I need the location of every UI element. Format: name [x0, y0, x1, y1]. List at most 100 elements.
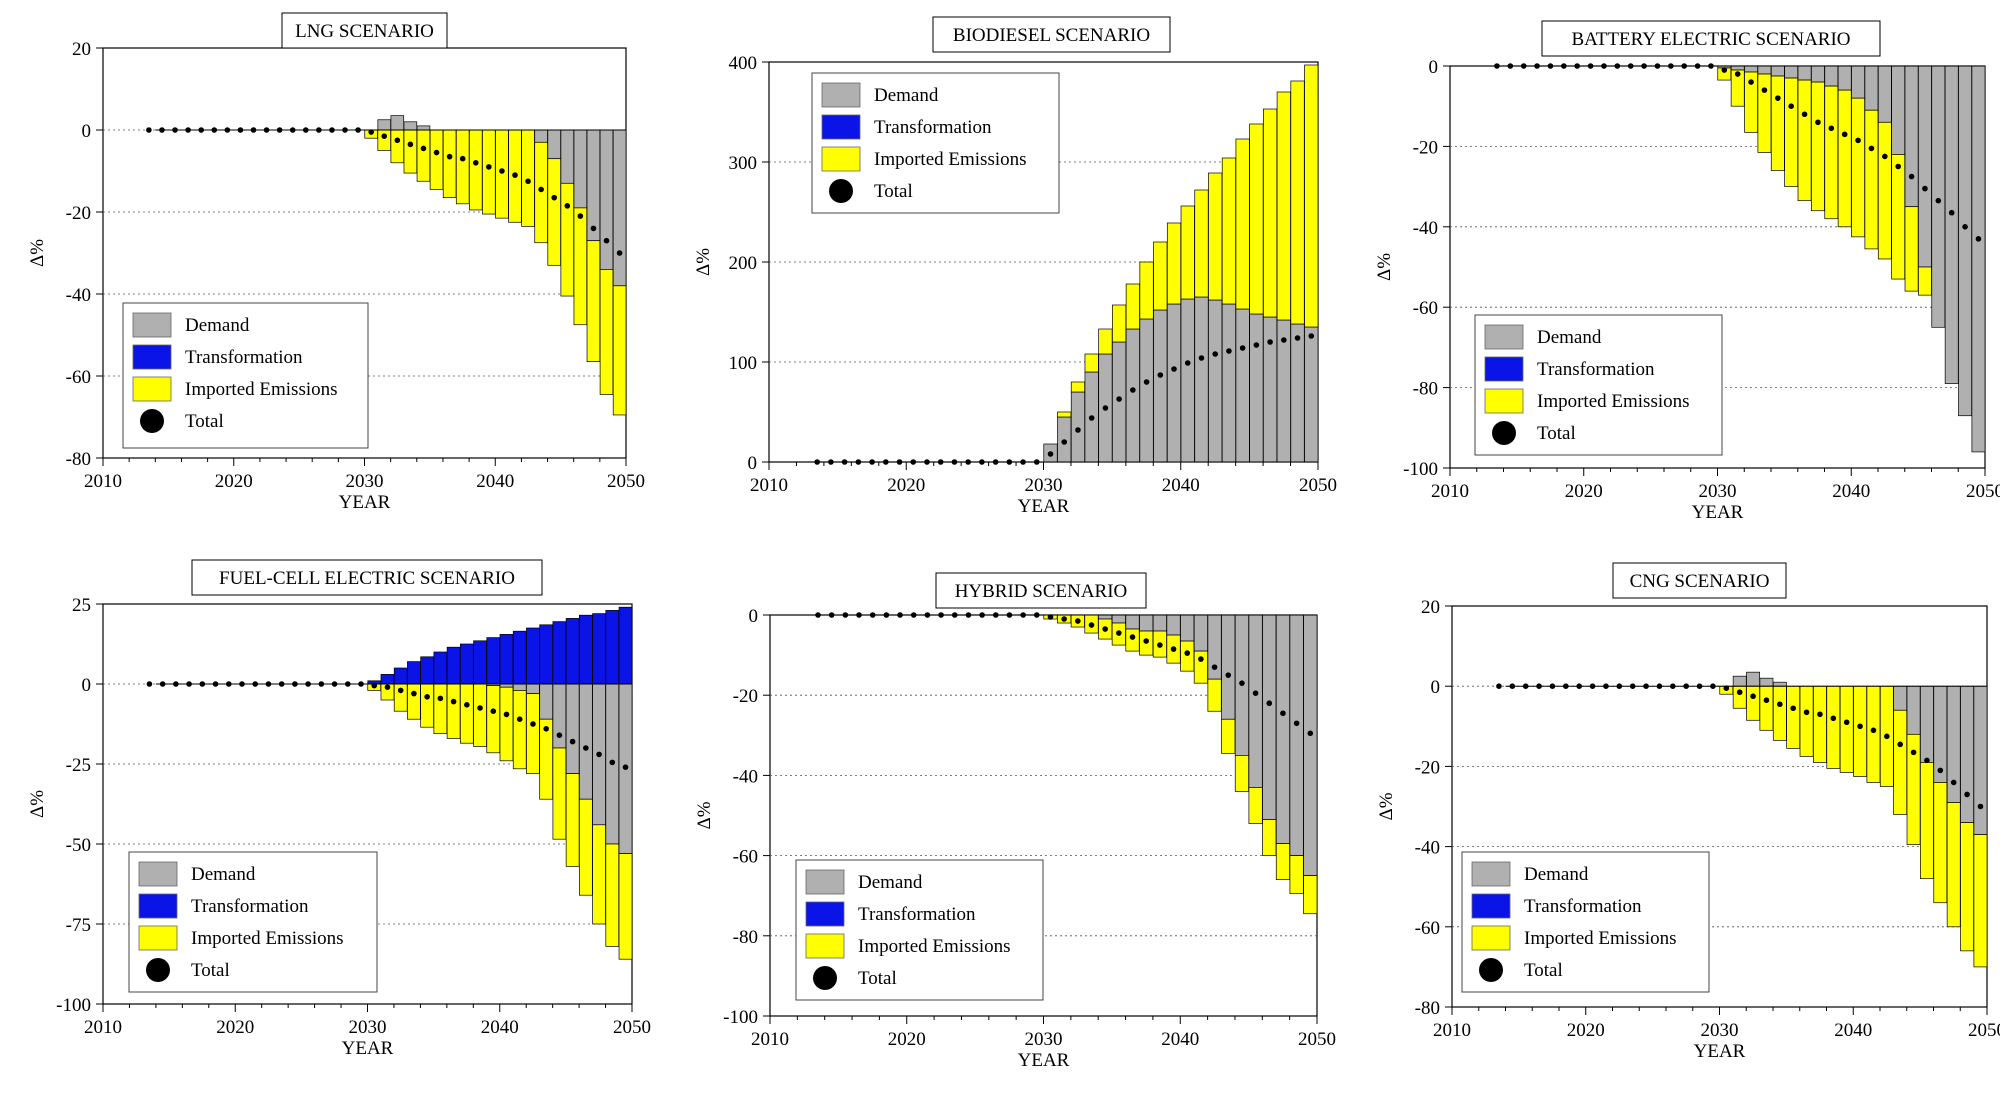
total-point-2015	[828, 459, 834, 465]
total-point-2031	[368, 129, 374, 135]
total-point-2045	[1239, 680, 1245, 686]
bar-imported-emissions-2044	[1893, 709, 1908, 815]
total-point-2045	[551, 194, 558, 201]
bar-demand-2035	[1772, 681, 1787, 687]
total-point-2047	[1935, 197, 1942, 204]
bar-transformation-2047	[579, 614, 593, 685]
y-tick-label: 20	[72, 39, 91, 60]
x-tick-label: 2010	[1431, 481, 1469, 502]
total-point-2024	[278, 681, 285, 687]
bar-demand-2048	[1275, 614, 1291, 844]
legend-swatch-demand	[132, 312, 172, 338]
total-point-2018	[199, 681, 206, 687]
bar-demand-2043	[1208, 299, 1223, 463]
total-point-2028	[329, 127, 335, 133]
x-tick-label: 2020	[888, 1029, 926, 1050]
total-point-2039	[472, 160, 479, 166]
bar-imported-emissions-2037	[1797, 79, 1812, 202]
bar-demand-2048	[1944, 65, 1959, 384]
bar-demand-2033	[1746, 671, 1760, 687]
bar-transformation-2048	[592, 613, 606, 685]
total-point-2018	[1547, 63, 1554, 69]
total-point-2022	[252, 681, 259, 687]
total-point-2035	[1777, 701, 1783, 708]
bar-imported-emissions-2040	[1837, 89, 1852, 228]
total-point-2023	[265, 681, 272, 687]
bar-imported-emissions-2043	[521, 129, 535, 227]
total-point-2033	[397, 687, 404, 694]
x-tick-label: 2010	[750, 475, 788, 496]
total-point-2016	[173, 681, 179, 687]
legend-swatch-transformation	[132, 344, 172, 370]
total-point-2028	[331, 681, 338, 687]
bar-imported-emissions-2048	[586, 240, 601, 362]
bar-demand-2050	[1973, 685, 1988, 835]
total-point-2025	[1641, 63, 1647, 69]
x-axis-label: YEAR	[1692, 502, 1744, 523]
total-point-2019	[1563, 683, 1569, 689]
legend-label-demand: Demand	[858, 872, 923, 893]
total-point-2019	[882, 459, 889, 465]
legend-swatch-total	[140, 409, 164, 433]
bar-demand-2040	[1166, 614, 1181, 636]
x-tick-label: 2020	[887, 475, 925, 496]
bar-imported-emissions-2041	[495, 129, 509, 219]
total-point-2044	[1226, 348, 1232, 354]
x-tick-label: 2010	[1433, 1020, 1471, 1041]
bar-imported-emissions-2043	[1207, 678, 1222, 712]
bar-demand-2047	[579, 683, 593, 800]
total-point-2019	[883, 612, 890, 618]
bar-imported-emissions-2044	[534, 141, 548, 244]
bar-imported-emissions-2041	[1851, 97, 1865, 238]
bar-imported-emissions-2042	[1193, 650, 1208, 684]
total-point-2044	[1225, 672, 1232, 678]
total-point-2025	[292, 681, 298, 687]
bar-imported-emissions-2049	[1290, 80, 1305, 325]
x-tick-label: 2030	[1025, 1029, 1063, 1050]
total-point-2040	[490, 708, 497, 714]
total-point-2049	[1294, 335, 1301, 341]
legend-label-total: Total	[874, 181, 913, 202]
bar-imported-emissions-2037	[1125, 628, 1140, 652]
x-axis-label: YEAR	[1018, 1050, 1070, 1071]
y-tick-label: -20	[66, 203, 91, 224]
bar-imported-emissions-2049	[1289, 855, 1304, 895]
x-tick-label: 2030	[1025, 475, 1063, 496]
total-point-2043	[1884, 733, 1890, 740]
y-axis-label: Δ%	[27, 790, 48, 818]
y-tick-label: 0	[749, 606, 759, 627]
bar-demand-2037	[1125, 614, 1140, 630]
y-tick-label: 0	[1431, 677, 1441, 698]
total-point-2030	[358, 681, 364, 687]
bar-imported-emissions-2044	[1891, 154, 1906, 280]
bar-imported-emissions-2038	[1813, 685, 1827, 763]
y-tick-label: 200	[729, 253, 758, 274]
total-point-2042	[516, 716, 523, 722]
total-point-2018	[198, 127, 204, 133]
bar-demand-2042	[512, 683, 527, 691]
legend: Demand Transformation Imported Emissions To…	[1474, 314, 1723, 456]
total-point-2050	[622, 764, 629, 770]
total-point-2026	[1654, 63, 1661, 69]
total-point-2025	[289, 127, 296, 133]
bar-imported-emissions-2046	[1248, 787, 1263, 824]
total-point-2016	[1520, 63, 1527, 69]
bar-demand-2036	[1784, 65, 1799, 79]
total-point-2050	[1308, 333, 1315, 339]
total-point-2017	[186, 681, 192, 687]
x-tick-label: 2050	[1966, 481, 2000, 502]
chart-title-box	[932, 16, 1171, 53]
legend-swatch-transformation	[821, 114, 861, 140]
total-point-2028	[1681, 63, 1687, 69]
bar-demand-2049	[1290, 323, 1305, 463]
total-point-2041	[1184, 650, 1191, 656]
total-point-2021	[910, 612, 917, 618]
y-axis-label: Δ%	[27, 239, 48, 267]
bar-transformation-2049	[605, 610, 620, 685]
total-point-2040	[486, 164, 492, 170]
total-point-2026	[302, 127, 309, 133]
bar-transformation-2040	[486, 637, 501, 685]
total-point-2049	[1293, 720, 1300, 727]
total-point-2037	[446, 153, 453, 160]
total-point-2036	[1116, 396, 1122, 402]
